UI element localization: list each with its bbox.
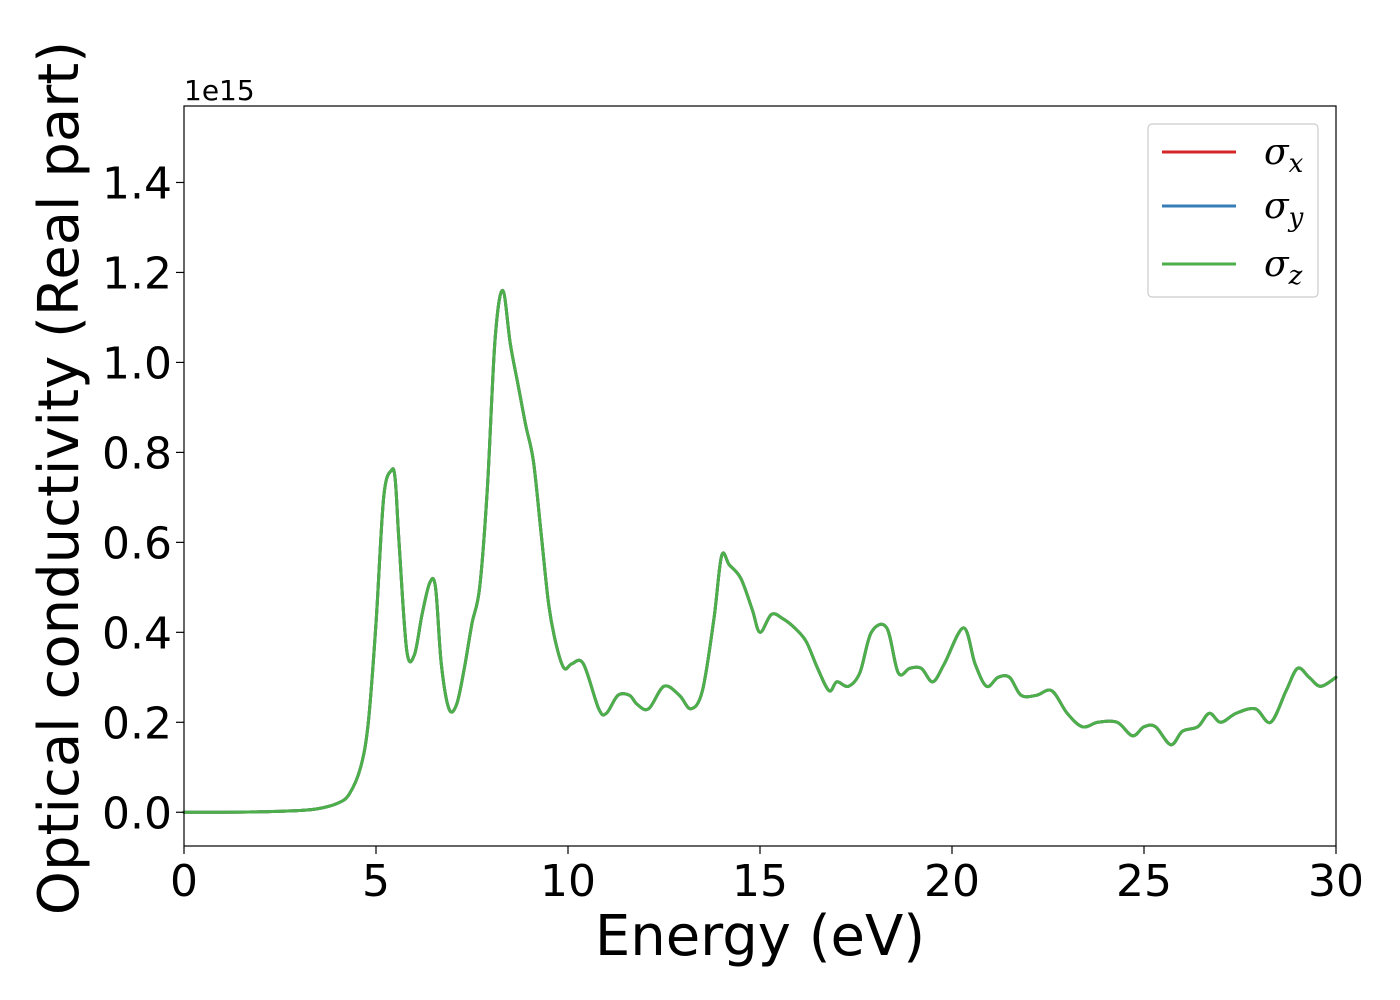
y-axis-offset-label: 1e15 — [184, 74, 255, 107]
legend-label-subscript: z — [1288, 261, 1303, 291]
legend-label-subscript: y — [1288, 203, 1304, 233]
y-tick-label: 0.2 — [102, 698, 172, 749]
y-tick-label: 1.0 — [102, 338, 172, 389]
y-axis-ticks: 0.0 0.2 0.4 0.6 0.8 1.0 1.2 1.4 — [102, 158, 184, 839]
x-tick-label: 10 — [540, 856, 596, 907]
legend-label-x: σx — [1264, 132, 1304, 179]
x-tick-label: 30 — [1308, 856, 1364, 907]
legend-label-y: σy — [1264, 186, 1304, 233]
legend-label-z: σz — [1264, 244, 1303, 291]
series-layer — [182, 288, 1338, 814]
y-tick-label: 0.4 — [102, 608, 172, 659]
x-tick-label: 25 — [1116, 856, 1172, 907]
x-tick-label: 5 — [362, 856, 390, 907]
y-tick-label: 0.0 — [102, 788, 172, 839]
legend-label-symbol: σ — [1264, 132, 1290, 173]
y-tick-label: 1.2 — [102, 248, 172, 299]
y-tick-label: 0.6 — [102, 518, 172, 569]
legend-label-subscript: x — [1289, 149, 1304, 179]
x-tick-label: 15 — [732, 856, 788, 907]
x-tick-label: 20 — [924, 856, 980, 907]
legend-box — [1147, 123, 1319, 298]
x-tick-label: 0 — [170, 856, 198, 907]
y-axis-title: Optical conductivity (Real part) — [27, 41, 92, 915]
x-axis-ticks: 0 5 10 15 20 25 30 — [170, 846, 1364, 907]
series-line-z — [182, 288, 1338, 814]
plot-background — [184, 106, 1336, 846]
y-tick-label: 1.4 — [102, 158, 172, 209]
legend-label-symbol: σ — [1264, 186, 1290, 227]
x-axis-title: Energy (eV) — [595, 904, 925, 969]
y-tick-label: 0.8 — [102, 428, 172, 479]
legend-label-symbol: σ — [1264, 244, 1290, 285]
